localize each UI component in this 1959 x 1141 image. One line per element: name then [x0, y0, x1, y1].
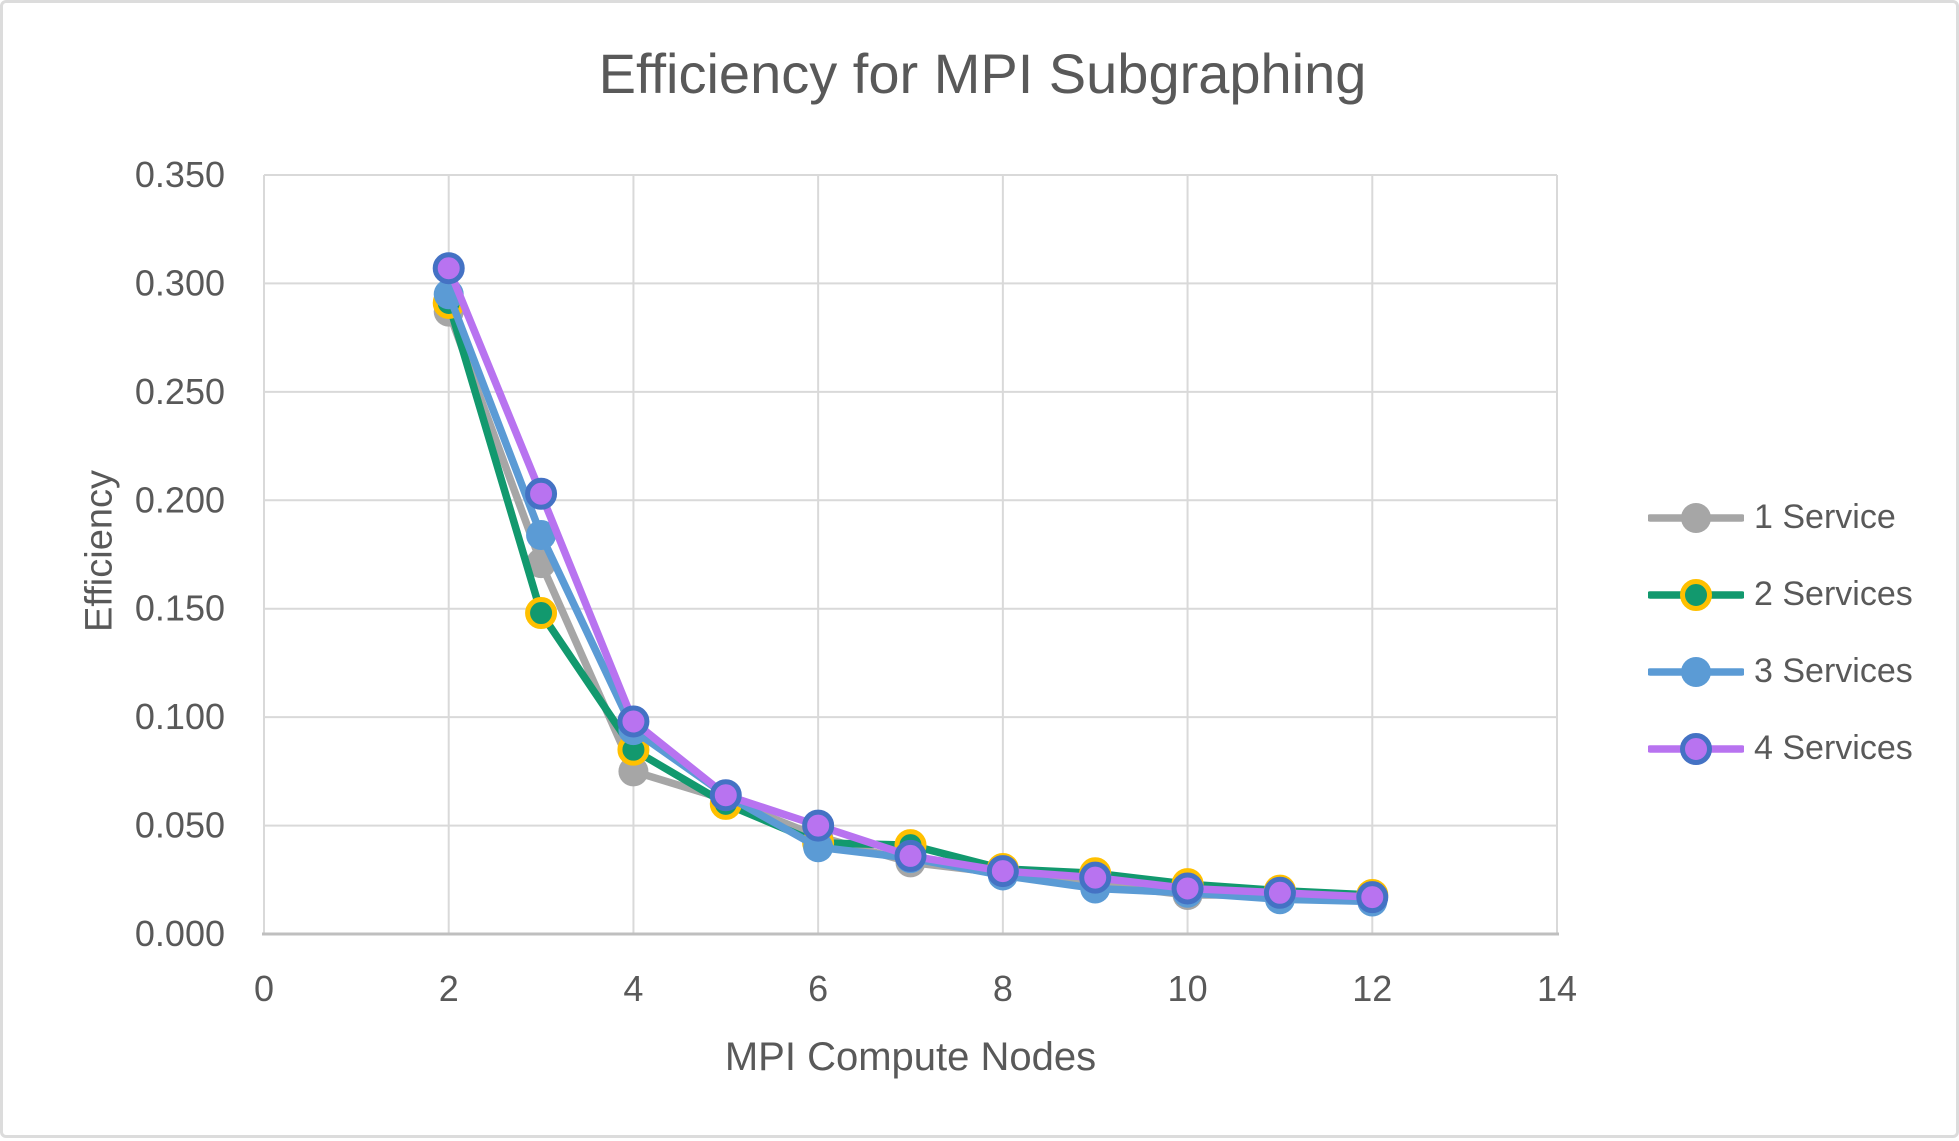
series-4-services: [432, 252, 1389, 914]
y-tick-label: 0.150: [135, 588, 225, 629]
x-tick-label: 14: [1537, 968, 1577, 1009]
data-point-marker: [525, 477, 558, 510]
y-tick-label: 0.300: [135, 262, 225, 303]
legend-item: 3 Services: [1648, 633, 1948, 710]
data-point-marker: [894, 839, 927, 872]
data-point-marker: [1356, 881, 1389, 914]
x-axis-title: MPI Compute Nodes: [724, 1035, 1097, 1079]
legend-label: 3 Services: [1754, 652, 1913, 690]
legend-label: 1 Service: [1754, 498, 1896, 536]
x-tick-label: 12: [1352, 968, 1392, 1009]
legend-item: 4 Services: [1648, 710, 1948, 787]
data-point-marker: [526, 519, 557, 550]
legend-item: 1 Service: [1648, 479, 1948, 556]
legend-marker-icon: [1648, 656, 1744, 687]
data-point-marker: [803, 832, 834, 863]
legend-marker-icon: [1648, 502, 1744, 533]
data-point-marker: [618, 756, 649, 787]
data-point-marker: [709, 779, 742, 812]
legend-marker: [1681, 656, 1711, 687]
legend-item: 2 Services: [1648, 556, 1948, 633]
legend-marker-icon: [1648, 578, 1744, 611]
y-tick-label: 0.350: [135, 154, 225, 195]
x-tick-label: 8: [993, 968, 1013, 1009]
legend-marker: [1680, 732, 1712, 765]
data-point-marker: [986, 855, 1019, 888]
data-point-marker: [432, 252, 465, 285]
data-point-marker: [1079, 861, 1112, 894]
legend-label: 4 Services: [1754, 729, 1913, 767]
legend-marker: [1680, 578, 1712, 611]
x-tick-label: 6: [808, 968, 828, 1009]
data-point-marker: [802, 809, 835, 842]
series-2-services: [432, 286, 1389, 911]
data-point-marker: [1263, 876, 1296, 909]
y-tick-label: 0.250: [135, 371, 225, 412]
y-tick-label: 0.200: [135, 479, 225, 520]
y-tick-label: 0.050: [135, 805, 225, 846]
series-line: [444, 264, 1377, 901]
plot-area: 0.000 0.050 0.100 0.150 0.200 0.250 0.300 0.350…: [135, 154, 1577, 1009]
legend: 1 Service 2 Services 3 Services 4 Services: [1648, 479, 1948, 787]
series-3-services: [433, 279, 1388, 917]
y-tick-label: 0.100: [135, 696, 225, 737]
data-point-marker: [617, 705, 650, 738]
data-point-marker: [1171, 872, 1204, 905]
legend-label: 2 Services: [1754, 575, 1913, 613]
chart-title: Efficiency for MPI Subgraphing: [598, 42, 1367, 105]
x-tick-label: 0: [254, 968, 274, 1009]
x-tick-label: 2: [439, 968, 459, 1009]
legend-marker: [1681, 502, 1711, 533]
x-tick-label: 10: [1168, 968, 1208, 1009]
legend-marker-icon: [1648, 732, 1744, 765]
data-point-marker: [525, 597, 558, 630]
x-tick-label: 4: [623, 968, 643, 1009]
y-tick-label: 0.000: [135, 913, 225, 954]
